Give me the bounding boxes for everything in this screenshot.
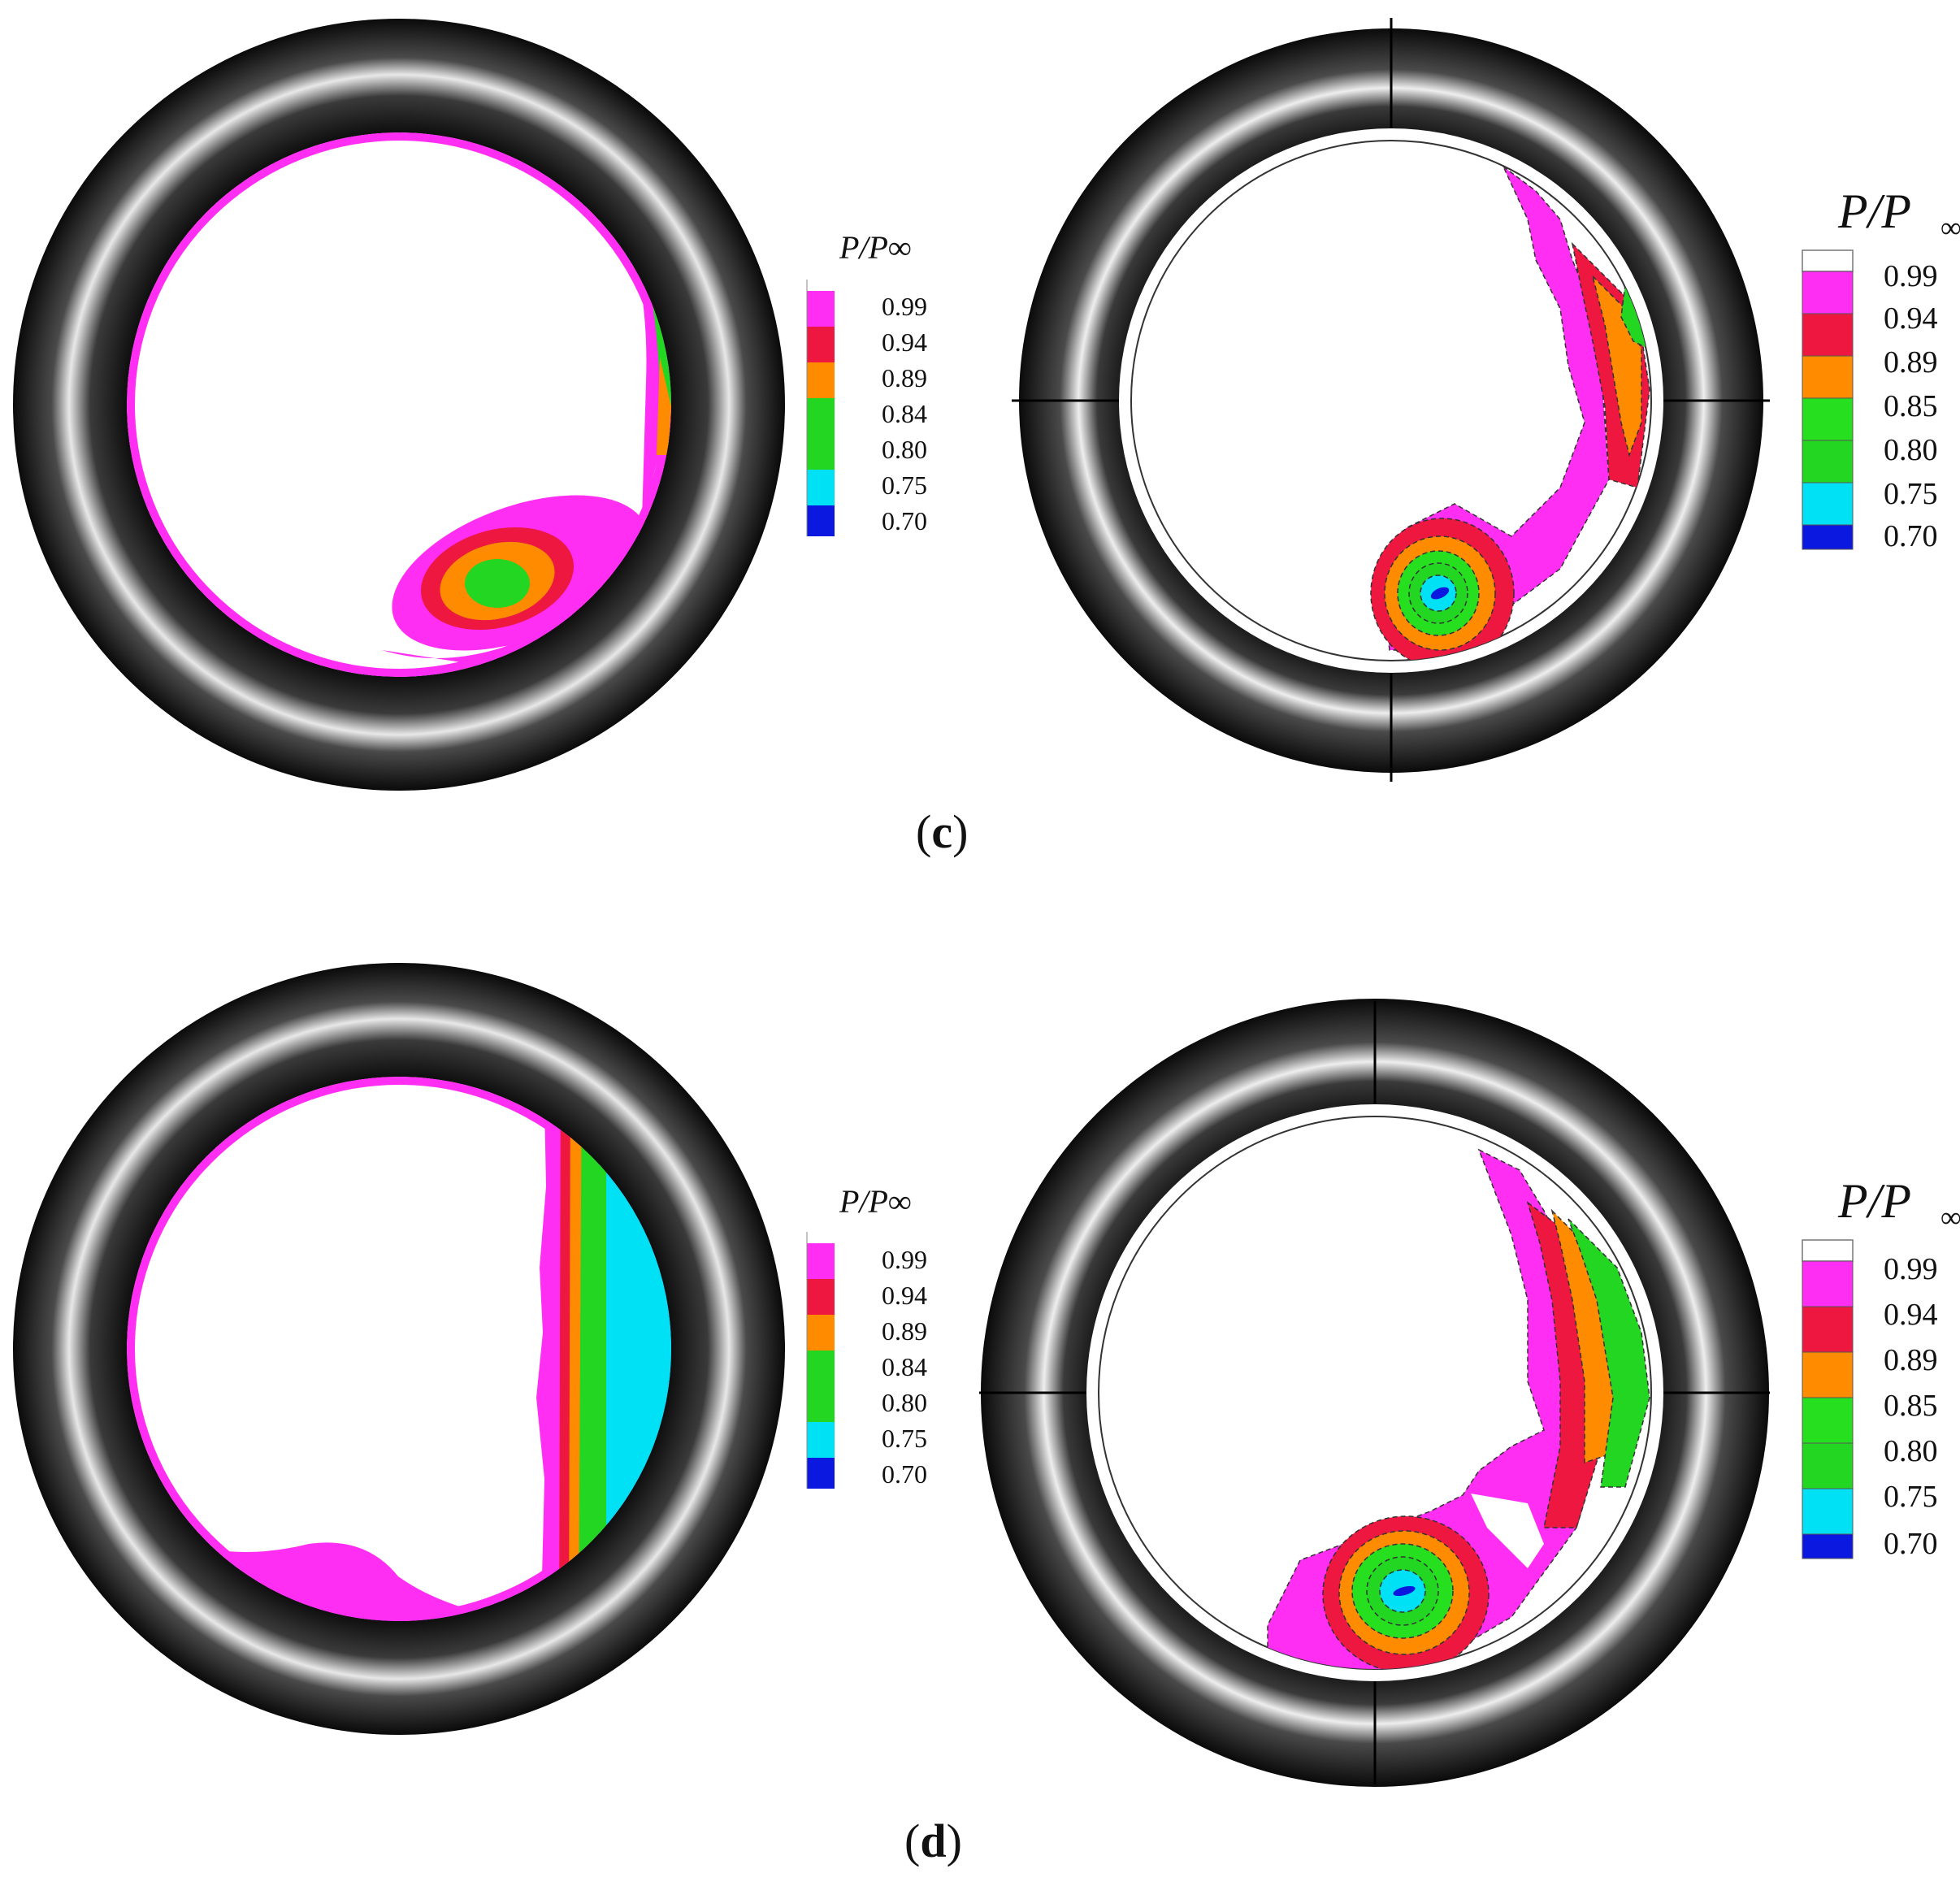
legend-label: 0.85 — [1884, 1389, 1938, 1423]
legend-label: 0.99 — [1884, 1252, 1938, 1286]
caption-c-letter: c — [931, 805, 953, 858]
legend-label: 0.70 — [1884, 1527, 1938, 1561]
legend-label: 0.94 — [882, 327, 927, 357]
legend-label: 0.94 — [1884, 301, 1938, 336]
legend-label: 0.84 — [882, 1352, 927, 1381]
panel-c-left: P/P∞ 0.99 0.94 0.89 0.84 0.80 0.75 0.70 — [13, 19, 927, 791]
legend-label: 0.80 — [1884, 1434, 1938, 1468]
legend-swatches — [806, 1232, 835, 1489]
legend-label: 0.89 — [882, 1316, 927, 1346]
caption-c: (c) — [916, 805, 969, 858]
vortex-0.84 — [465, 559, 530, 608]
legend-label: 0.84 — [882, 399, 927, 428]
legend-label: 0.89 — [882, 363, 927, 392]
legend-swatches — [806, 280, 835, 536]
legend: P/P∞ 0.99 0.94 0.89 0.84 0.80 0.75 0.70 — [806, 229, 927, 536]
legend: P/P∞ 0.99 0.94 0.89 0.84 0.80 0.75 0.70 — [806, 1183, 927, 1489]
vortex-0.70 — [1393, 1585, 1416, 1597]
legend-label: 0.70 — [1884, 519, 1938, 553]
legend-label: 0.75 — [1884, 1480, 1938, 1514]
legend: P/P ∞ 0.99 0.94 0.89 0.85 0.80 0.75 0.70 — [1802, 1174, 1960, 1561]
legend: P/P ∞ 0.99 0.94 0.89 0.85 0.80 0.75 0.70 — [1802, 184, 1960, 553]
legend-label: 0.80 — [882, 1388, 927, 1417]
legend-label: 0.70 — [882, 506, 927, 535]
legend-label: 0.80 — [882, 435, 927, 464]
legend-label: 0.89 — [1884, 1343, 1938, 1377]
legend-label: 0.94 — [882, 1281, 927, 1310]
panel-d-right: P/P ∞ 0.99 0.94 0.89 0.85 0.80 0.75 0.70 — [979, 999, 1960, 1787]
panel-d-left: P/P∞ 0.99 0.94 0.89 0.84 0.80 0.75 0.70 — [13, 963, 927, 1735]
caption-d: (d) — [904, 1814, 962, 1867]
caption-d-letter: d — [920, 1814, 947, 1867]
contour-plot — [127, 132, 671, 677]
legend-title: P/P∞ — [839, 1183, 912, 1220]
legend-label: 0.94 — [1884, 1298, 1938, 1332]
legend-title: P/P — [1837, 184, 1911, 238]
legend-label: 0.99 — [1884, 259, 1938, 293]
panel-c-right: P/P ∞ 0.99 0.94 0.89 0.85 0.80 0.75 0.70 — [1012, 18, 1960, 782]
legend-title: P/P∞ — [839, 229, 912, 266]
legend-label: 0.75 — [882, 1424, 927, 1453]
legend-title-subscript: ∞ — [1940, 211, 1960, 244]
legend-label: 0.70 — [882, 1459, 927, 1489]
legend-label: 0.99 — [882, 1245, 927, 1274]
legend-title: P/P — [1837, 1174, 1911, 1228]
legend-label: 0.89 — [1884, 345, 1938, 379]
legend-label: 0.75 — [882, 470, 927, 500]
contour-plot — [1267, 1148, 1650, 1669]
legend-title-subscript: ∞ — [1940, 1201, 1960, 1233]
legend-label: 0.80 — [1884, 433, 1938, 467]
legend-label: 0.85 — [1884, 389, 1938, 423]
contour-plot — [1370, 166, 1650, 661]
legend-label: 0.99 — [882, 292, 927, 321]
legend-label: 0.75 — [1884, 477, 1938, 511]
vortex-0.70 — [1430, 587, 1450, 600]
